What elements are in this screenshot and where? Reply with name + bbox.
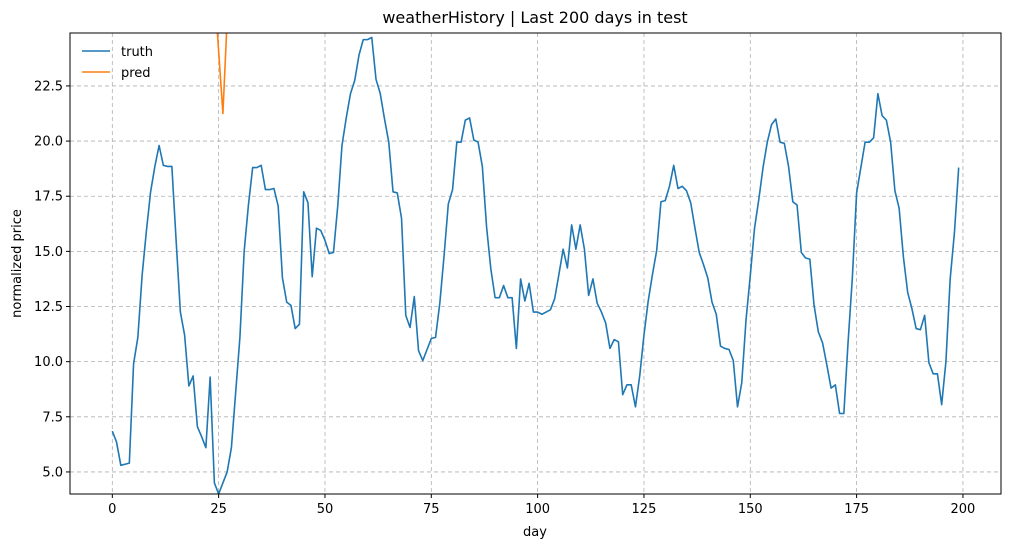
y-tick-label: 10.0 [34,355,63,370]
x-tick-label: 75 [423,502,440,517]
x-tick-label: 175 [844,502,869,517]
x-tick-label: 125 [632,502,657,517]
grid [70,33,1001,494]
x-tick-label: 0 [108,502,116,517]
legend-label-truth: truth [121,45,153,60]
series-layer [111,33,960,494]
series-line-truth [111,36,960,494]
x-axis-label: day [523,525,547,540]
y-tick-label: 12.5 [34,300,63,315]
x-tick-label: 50 [317,502,334,517]
series-line-pred [216,33,228,115]
axis-ticks: 0 25 50 75 100 125 150 175 200 5.0 7.5 10.0 12.5 15.0… [34,79,975,517]
chart-title: weatherHistory | Last 200 days in test [382,8,687,27]
y-tick-label: 17.5 [34,190,63,205]
x-tick-label: 100 [525,502,550,517]
y-tick-label: 15.0 [34,245,63,260]
y-tick-label: 20.0 [34,135,63,150]
x-tick-label: 150 [738,502,763,517]
y-tick-label: 22.5 [34,79,63,94]
y-axis-label: normalized price [10,209,25,318]
y-tick-label: 5.0 [42,465,63,480]
legend-label-pred: pred [121,66,151,81]
x-tick-label: 200 [951,502,976,517]
y-tick-label: 7.5 [42,410,63,425]
plot-frame [69,32,1002,495]
legend: truth pred [82,45,153,81]
x-tick-label: 25 [210,502,227,517]
